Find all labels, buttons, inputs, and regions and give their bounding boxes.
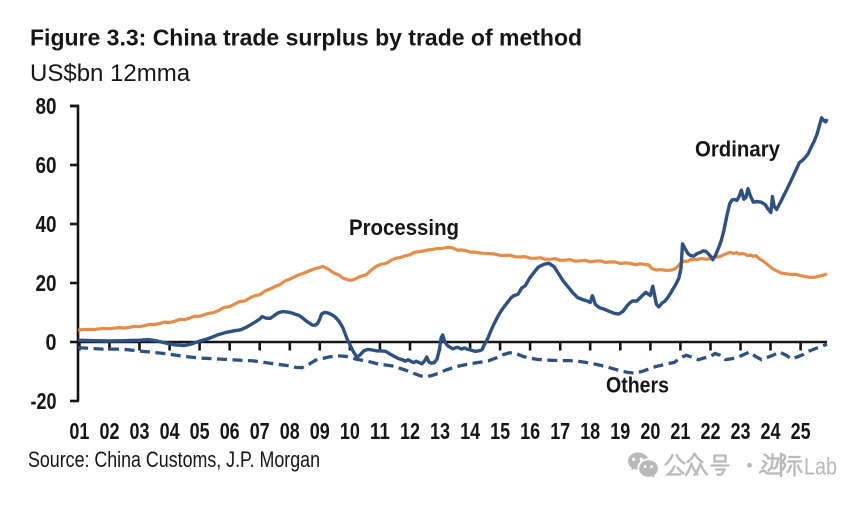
svg-text:40: 40	[36, 211, 57, 237]
svg-text:06: 06	[220, 418, 240, 444]
svg-text:13: 13	[430, 418, 450, 444]
svg-text:01: 01	[69, 418, 89, 444]
svg-text:Source: China Customs, J.P. Mo: Source: China Customs, J.P. Morgan	[28, 447, 320, 472]
svg-text:23: 23	[731, 418, 751, 444]
svg-text:20: 20	[640, 418, 660, 444]
svg-text:80: 80	[36, 93, 57, 119]
svg-text:12: 12	[400, 418, 420, 444]
svg-text:US$bn 12mma: US$bn 12mma	[30, 60, 191, 87]
svg-text:0: 0	[46, 329, 57, 355]
svg-text:Figure 3.3: China trade surplu: Figure 3.3: China trade surplus by trade…	[30, 25, 582, 51]
svg-text:17: 17	[550, 418, 570, 444]
svg-text:Ordinary: Ordinary	[695, 137, 781, 162]
svg-text:20: 20	[36, 270, 57, 296]
svg-text:02: 02	[100, 418, 120, 444]
svg-text:-20: -20	[31, 388, 57, 414]
svg-text:08: 08	[280, 418, 300, 444]
svg-text:Lab: Lab	[804, 454, 837, 481]
svg-text:16: 16	[520, 418, 540, 444]
svg-text:22: 22	[701, 418, 721, 444]
svg-text:15: 15	[490, 418, 510, 444]
svg-text:19: 19	[610, 418, 630, 444]
svg-text:07: 07	[250, 418, 270, 444]
svg-text:09: 09	[310, 418, 330, 444]
svg-text:11: 11	[370, 418, 390, 444]
svg-text:18: 18	[580, 418, 600, 444]
svg-text:Processing: Processing	[349, 215, 459, 240]
svg-text:14: 14	[460, 418, 480, 444]
svg-text:03: 03	[130, 418, 150, 444]
svg-text:05: 05	[190, 418, 210, 444]
svg-text:21: 21	[670, 418, 690, 444]
svg-text:25: 25	[791, 418, 811, 444]
svg-text:04: 04	[160, 418, 180, 444]
svg-text:Others: Others	[606, 373, 669, 398]
svg-text:10: 10	[340, 418, 360, 444]
svg-text:60: 60	[36, 152, 57, 178]
svg-text:24: 24	[761, 418, 781, 444]
